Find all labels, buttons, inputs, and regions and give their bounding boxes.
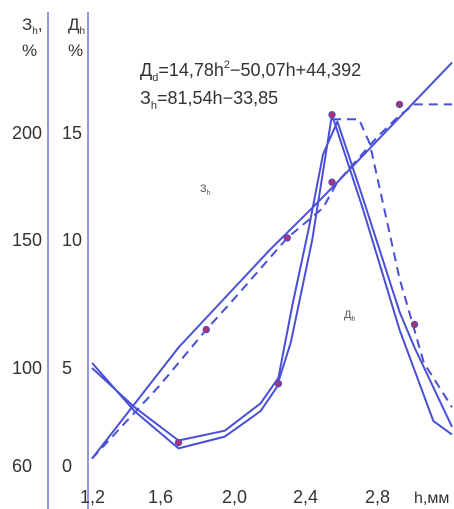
axes-layer bbox=[47, 12, 89, 509]
data-point-marker bbox=[410, 320, 419, 329]
x-axis-label: h,мм bbox=[414, 490, 449, 507]
left-axis-unit: % bbox=[22, 41, 37, 60]
equation-2: Зh=81,54h−33,85 bbox=[140, 88, 278, 112]
data-point-marker bbox=[283, 234, 291, 242]
data-point-marker bbox=[174, 438, 183, 447]
left-tick-label: 60 bbox=[12, 456, 32, 476]
marker-layer bbox=[174, 100, 419, 447]
curve-label: Дh bbox=[344, 309, 355, 323]
right-tick-label: 10 bbox=[62, 230, 82, 250]
curve-label: Зh bbox=[200, 183, 211, 197]
equation-1: Дd=14,78h2−50,07h+44,392 bbox=[140, 59, 361, 84]
data-point-marker bbox=[274, 380, 283, 388]
right-tick-label: 5 bbox=[62, 358, 72, 378]
x-tick-label: 1,2 bbox=[80, 487, 105, 507]
x-tick-label: 2,4 bbox=[293, 487, 318, 507]
series-layer bbox=[91, 61, 453, 460]
data-point-marker bbox=[202, 325, 211, 334]
left-tick-label: 200 bbox=[12, 123, 42, 143]
data-point-marker bbox=[328, 111, 336, 119]
left-tick-label: 150 bbox=[12, 230, 42, 250]
right-axis-title: Дh bbox=[68, 15, 85, 37]
data-point-marker bbox=[395, 100, 404, 109]
series-line-2 bbox=[91, 103, 452, 460]
x-tick-label: 2,0 bbox=[222, 487, 247, 507]
series-line-4 bbox=[91, 120, 453, 442]
data-point-marker bbox=[328, 178, 336, 186]
right-axis-unit: % bbox=[68, 41, 83, 60]
x-tick-label: 2,8 bbox=[365, 487, 390, 507]
left-axis-title: Зh, bbox=[22, 15, 43, 37]
right-tick-label: 15 bbox=[62, 123, 82, 143]
left-tick-label: 100 bbox=[12, 358, 42, 378]
label-layer: Зh,% Дh% 60 100 150 200 0 5 10 15 1,2 1,6 2,0 2,4 2,8 h… bbox=[12, 15, 449, 507]
x-tick-label: 1,6 bbox=[148, 487, 173, 507]
series-line-1 bbox=[91, 61, 453, 460]
series-line-3 bbox=[91, 113, 453, 450]
right-tick-label: 0 bbox=[62, 456, 72, 476]
